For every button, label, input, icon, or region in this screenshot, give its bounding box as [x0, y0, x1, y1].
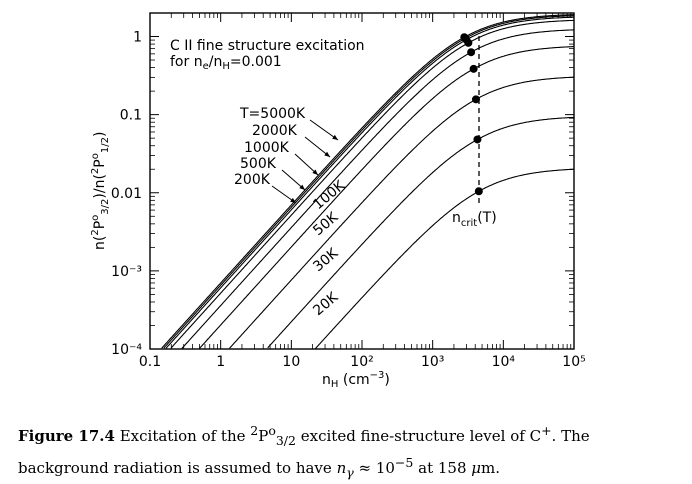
curve-500K: [170, 19, 574, 349]
label-arrowhead: [299, 184, 305, 190]
ncrit-label: ncrit(T): [452, 210, 497, 229]
curve-50K: [229, 76, 574, 349]
x-tick-label: 10: [282, 354, 300, 370]
x-tick-label: 10⁴: [492, 354, 516, 370]
series-label-200K: 200K: [234, 172, 271, 188]
x-axis-label: nH (cm−3): [322, 370, 390, 390]
caption-ion-sup: +: [541, 423, 552, 438]
curve-20K: [314, 168, 575, 349]
series-label-2000K: 2000K: [252, 123, 298, 139]
label-arrowhead: [332, 134, 338, 140]
series-label-T=5000K: T=5000K: [239, 106, 306, 122]
curve-30K: [267, 116, 574, 349]
curve-1000K: [165, 16, 574, 349]
ncrit-dot-200K: [467, 48, 476, 57]
caption-sup: 2: [250, 423, 259, 438]
label-arrowhead: [290, 197, 296, 203]
ncrit-dot-30K: [473, 135, 482, 144]
series-label-1000K: 1000K: [244, 140, 290, 156]
caption-exp: −5: [394, 455, 414, 470]
y-tick-label: 10⁻³: [111, 264, 142, 280]
label-arrowhead: [312, 169, 318, 175]
y-axis-label: n(2Po3/2)/n(2Po1/2): [90, 132, 111, 250]
curve-2000K: [163, 15, 574, 349]
curve-200K: [181, 29, 575, 349]
caption-mu: μ: [471, 459, 482, 477]
curve-100K: [199, 46, 574, 349]
y-tick-label: 1: [133, 30, 142, 46]
x-tick-label: 10⁵: [562, 354, 585, 370]
series-label-50K: 50K: [310, 209, 342, 239]
caption-text-4: ≈ 10: [353, 459, 395, 477]
y-tick-label: 0.1: [120, 108, 142, 124]
caption-label: Figure 17.4: [18, 427, 115, 445]
figure-caption: Figure 17.4 Excitation of the 2Po3/2 exc…: [18, 420, 678, 484]
chart-title-line1: C II fine structure excitation: [170, 38, 365, 54]
curve-T=5000K: [161, 14, 575, 349]
chart-title-line2: for ne/nH=0.001: [170, 54, 282, 72]
caption-text-1: Excitation of the: [114, 427, 251, 445]
x-tick-label: 0.1: [139, 354, 161, 370]
x-tick-label: 10²: [350, 354, 373, 370]
critical-density-markers: [460, 33, 483, 196]
ncrit-dot-100K: [469, 64, 478, 73]
label-arrowhead: [324, 151, 330, 157]
caption-ngamma: n: [336, 459, 347, 477]
label-arrow: [309, 119, 339, 141]
caption-sup2: o: [268, 423, 276, 438]
series-label-30K: 30K: [310, 245, 342, 275]
axis-ticks: 0.1 1 10 10² 10³ 10⁴ 10⁵ 10⁻⁴ 10⁻³ 0.01 0.1 1: [111, 12, 586, 370]
figure: 0.1 1 10 10² 10³ 10⁴ 10⁵ 10⁻⁴ 10⁻³ 0.01 0.1 1 100K 5…: [18, 12, 590, 480]
caption-text-6: m.: [481, 459, 501, 477]
curves: [161, 14, 575, 349]
caption-sub: 3/2: [275, 433, 296, 448]
caption-level: P: [258, 427, 269, 445]
caption-ngamma-sub: γ: [346, 465, 354, 480]
y-tick-label: 0.01: [111, 186, 142, 202]
y-tick-label: 10⁻⁴: [111, 342, 142, 358]
x-tick-label: 10³: [421, 354, 444, 370]
series-label-20K: 20K: [310, 289, 342, 319]
ncrit-dot-50K: [471, 95, 480, 104]
ncrit-dot-T=5000K: [460, 33, 469, 42]
series-label-500K: 500K: [240, 156, 277, 172]
caption-text-5: at 158: [413, 459, 472, 477]
x-tick-label: 1: [216, 354, 225, 370]
caption-text-2: excited fine-structure level of C: [295, 427, 542, 445]
